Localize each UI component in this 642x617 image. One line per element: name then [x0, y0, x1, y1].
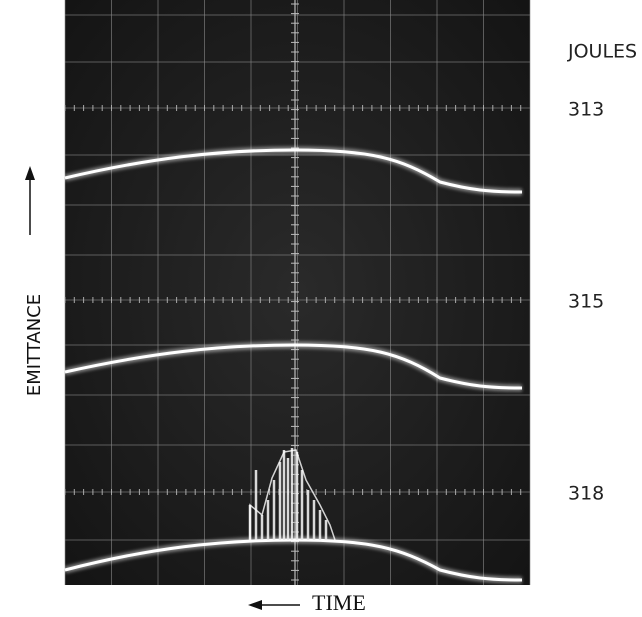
burst-outline [249, 449, 336, 541]
x-axis-label: TIME [312, 590, 366, 615]
trace-label: 318 [568, 483, 604, 505]
trace-label: 313 [568, 99, 604, 121]
x-arrow-head [248, 600, 262, 610]
trace [64, 148, 523, 194]
trace [64, 343, 523, 390]
traces [64, 146, 523, 584]
trace-label: 315 [568, 291, 604, 313]
trace [64, 538, 523, 582]
y-axis-label: EMITTANCE [24, 294, 45, 396]
header: JOULES [567, 41, 637, 63]
y-arrow-head [25, 166, 35, 180]
